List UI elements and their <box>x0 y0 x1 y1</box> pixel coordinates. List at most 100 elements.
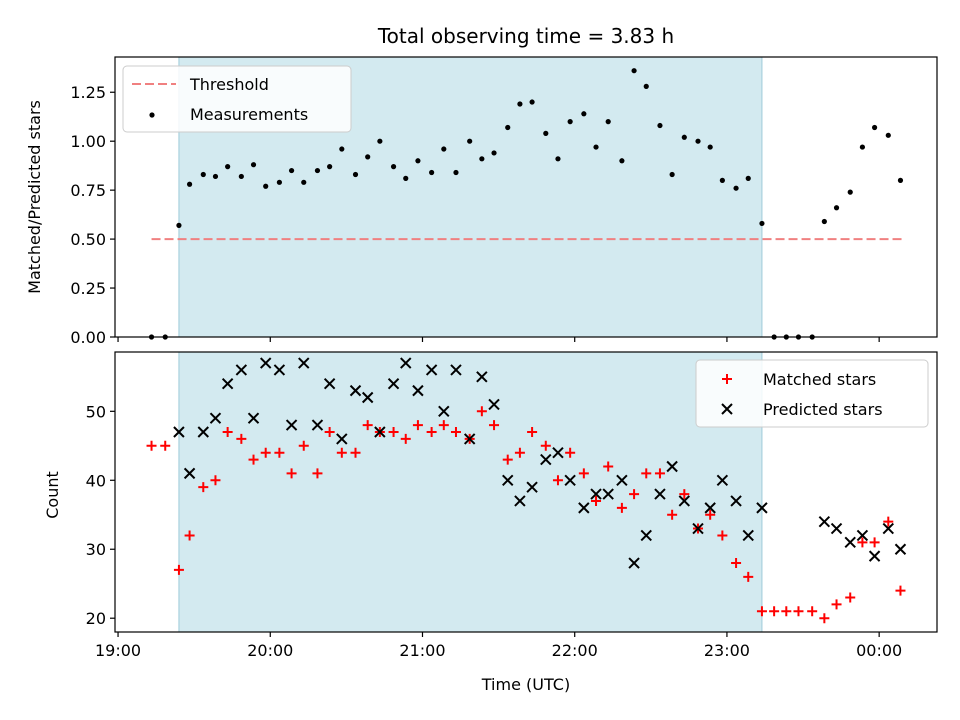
bottom-series-1-point <box>514 495 526 507</box>
x-axis-label: Time (UTC) <box>481 675 570 694</box>
legend-predicted-label: Predicted stars <box>763 400 883 419</box>
top-series-0-point <box>631 68 637 74</box>
top-series-0-point <box>529 99 535 105</box>
top-series-0-point <box>415 158 421 164</box>
top-series-0-point <box>491 150 497 156</box>
bottom-series-1-point <box>361 391 374 404</box>
bottom-series-0-point <box>160 440 171 451</box>
bottom-series-0-point <box>298 440 309 451</box>
top-series-0-point <box>669 171 675 178</box>
bottom-series-0-point <box>540 440 551 451</box>
bottom-series-0-point <box>578 468 589 479</box>
bottom-series-0-point <box>336 447 347 458</box>
bottom-series-1-point <box>704 502 716 514</box>
bottom-series-1-point <box>209 412 222 424</box>
bottom-series-0-point <box>717 530 728 541</box>
bottom-observing-span <box>178 352 762 632</box>
bottom-series-1-point <box>374 426 386 438</box>
bottom-series-0-point <box>807 606 818 617</box>
top-series-0-point <box>897 177 904 183</box>
bottom-series-1-point <box>336 433 348 445</box>
top-series-0-point <box>301 179 307 185</box>
bottom-series-0-point <box>388 427 399 437</box>
top-series-0-point <box>276 179 282 185</box>
bottom-series-0-point <box>286 468 297 479</box>
bottom-series-1-point <box>349 384 362 397</box>
top-series-0-point <box>238 173 244 180</box>
bottom-series-0-point <box>350 447 361 458</box>
top-series-0-point <box>517 101 523 107</box>
bottom-series-0-point <box>527 427 538 437</box>
top-series-0-point <box>263 183 269 189</box>
top-series-0-point <box>429 169 435 176</box>
top-series-0-point <box>390 164 397 170</box>
top-series-0-point <box>707 144 713 150</box>
bottom-series-0-point <box>400 433 411 444</box>
bottom-series-0-point <box>629 489 640 500</box>
bottom-series-1-point <box>273 364 286 376</box>
bottom-series-0-point <box>641 468 652 479</box>
bottom-series-1-point <box>716 474 729 486</box>
bottom-series-1-point <box>882 522 894 535</box>
top-series-0-point <box>288 167 295 174</box>
bottom-series-0-point <box>781 606 792 617</box>
top-legend: Threshold Measurements <box>122 65 352 133</box>
bottom-series-0-point <box>184 530 195 541</box>
bottom-y-tick-label: 20 <box>86 609 106 628</box>
top-series-0-point <box>403 175 409 181</box>
bottom-series-0-point <box>819 613 830 624</box>
top-series-0-point <box>327 164 333 170</box>
x-tick-label: 20:00 <box>247 641 293 660</box>
bottom-series-1-point <box>678 495 691 507</box>
bottom-series-1-point <box>412 384 424 397</box>
bottom-series-0-point <box>857 537 868 548</box>
top-series-0-point <box>505 124 511 131</box>
bottom-series-1-point <box>387 378 400 390</box>
top-series-0-point <box>186 181 193 187</box>
bottom-series-0-point <box>412 420 423 431</box>
top-series-0-point <box>467 138 473 144</box>
bottom-series-0-point <box>869 537 880 548</box>
bottom-series-0-point <box>248 454 259 465</box>
bottom-series-1-point <box>628 557 640 569</box>
bottom-series-0-point <box>236 433 247 444</box>
top-series-0-point <box>833 205 840 211</box>
legend-predicted-swatch <box>721 403 733 415</box>
bottom-series-0-point <box>514 447 525 458</box>
bottom-y-tick-label: 30 <box>86 540 106 559</box>
bottom-series-0-point <box>362 420 373 431</box>
bottom-series-0-point <box>274 447 285 458</box>
bottom-series-0-point <box>845 592 856 603</box>
bottom-series-1-point <box>830 522 843 535</box>
top-series-0-point <box>543 130 549 136</box>
bottom-series-1-point <box>502 474 514 486</box>
legend-matched-swatch <box>722 374 732 384</box>
bottom-y-tick-label: 50 <box>86 402 106 421</box>
top-series-0-point <box>605 119 611 125</box>
bottom-series-1-point <box>173 426 185 438</box>
bottom-series-0-point <box>831 599 842 610</box>
bottom-series-0-point <box>895 585 906 596</box>
bottom-series-1-point <box>894 543 907 555</box>
bottom-legend-box <box>695 359 929 428</box>
bottom-series-0-point <box>552 475 563 486</box>
top-series-0-point <box>453 169 459 176</box>
bottom-y-axis-label: Count <box>43 471 62 519</box>
top-y-tick-label: 1.00 <box>70 132 106 151</box>
bottom-axes-frame <box>114 351 938 633</box>
bottom-series-0-point <box>565 447 576 458</box>
bottom-series-0-point <box>705 509 716 520</box>
top-series-0-point <box>643 83 649 89</box>
bottom-series-0-point <box>743 571 754 582</box>
top-y-tick-label: 0.00 <box>70 328 106 347</box>
x-tick-label: 19:00 <box>95 641 141 660</box>
top-series-0-point <box>212 173 219 180</box>
bottom-series-1-point <box>183 467 196 480</box>
top-legend-box <box>122 65 352 133</box>
bottom-series-1-point <box>552 446 564 459</box>
bottom-y-tick-label: 40 <box>86 471 106 490</box>
bottom-series-0-point <box>426 427 437 437</box>
bottom-series-1-point <box>235 364 248 376</box>
legend-matched-label: Matched stars <box>763 370 876 389</box>
top-series-0-point <box>581 111 587 117</box>
